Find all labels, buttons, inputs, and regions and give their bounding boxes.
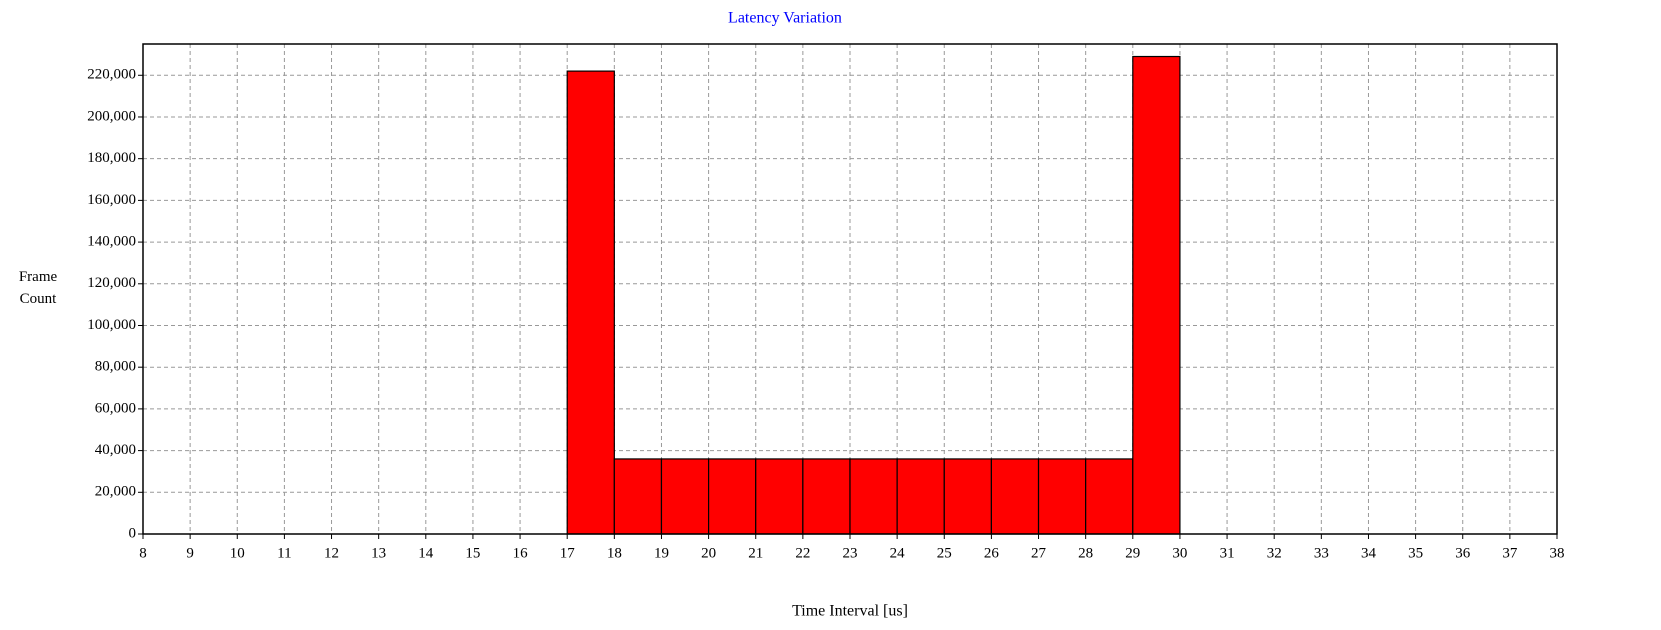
y-tick-label: 80,000: [95, 359, 136, 375]
x-tick-label: 14: [418, 545, 434, 561]
x-tick-label: 11: [277, 545, 291, 561]
bar: [849, 458, 898, 535]
x-tick-label: 9: [186, 545, 194, 561]
bar: [613, 458, 663, 535]
y-tick-label: 0: [129, 525, 137, 541]
x-tick-label: 22: [795, 545, 810, 561]
x-tick-label: 25: [937, 545, 952, 561]
x-tick-label: 33: [1314, 545, 1329, 561]
y-tick-label: 20,000: [95, 484, 136, 500]
y-axis-label: Frame Count: [18, 269, 58, 307]
y-tick-label: 40,000: [95, 442, 136, 458]
x-tick-label: 31: [1220, 545, 1235, 561]
bar: [1085, 458, 1134, 535]
x-tick-label: 10: [230, 545, 245, 561]
x-tick-label: 13: [371, 545, 386, 561]
x-tick-label: 38: [1550, 545, 1565, 561]
bar: [943, 458, 992, 535]
chart-title: Latency Variation: [728, 10, 842, 27]
bar: [707, 458, 757, 535]
x-tick-label: 26: [984, 545, 1000, 561]
bar: [896, 458, 945, 535]
bar: [990, 458, 1040, 535]
x-tick-label: 29: [1125, 545, 1140, 561]
bar: [755, 458, 804, 535]
x-tick-label: 19: [654, 545, 669, 561]
x-tick-label: 27: [1031, 545, 1047, 561]
y-tick-label: 180,000: [87, 150, 136, 166]
bar: [802, 458, 851, 535]
y-tick-label: 160,000: [87, 192, 136, 208]
y-tick-label: 200,000: [87, 108, 136, 124]
x-tick-label: 18: [607, 545, 622, 561]
plot-border: [142, 43, 1558, 535]
x-tick-label: 15: [465, 545, 480, 561]
x-tick-label: 21: [748, 545, 763, 561]
x-axis-label: Time Interval [us]: [792, 603, 908, 620]
x-tick-label: 37: [1502, 545, 1518, 561]
bar: [1037, 458, 1087, 535]
x-tick-label: 36: [1455, 545, 1471, 561]
x-tick-label: 35: [1408, 545, 1423, 561]
y-tick-label: 60,000: [95, 400, 136, 416]
x-tick-label: 30: [1172, 545, 1187, 561]
y-tick-label: 140,000: [87, 234, 136, 250]
x-tick-label: 17: [560, 545, 576, 561]
x-tick-label: 16: [513, 545, 529, 561]
bar: [566, 70, 615, 535]
x-tick-label: 23: [843, 545, 858, 561]
y-tick-label: 220,000: [87, 67, 136, 83]
x-tick-label: 24: [890, 545, 906, 561]
bar: [1132, 55, 1181, 535]
x-tick-label: 20: [701, 545, 716, 561]
x-tick-label: 8: [139, 545, 147, 561]
x-tick-label: 28: [1078, 545, 1093, 561]
x-tick-label: 12: [324, 545, 339, 561]
y-tick-label: 100,000: [87, 317, 136, 333]
x-tick-label: 32: [1267, 545, 1282, 561]
bar: [660, 458, 710, 535]
y-tick-label: 120,000: [87, 275, 136, 291]
x-tick-label: 34: [1361, 545, 1377, 561]
